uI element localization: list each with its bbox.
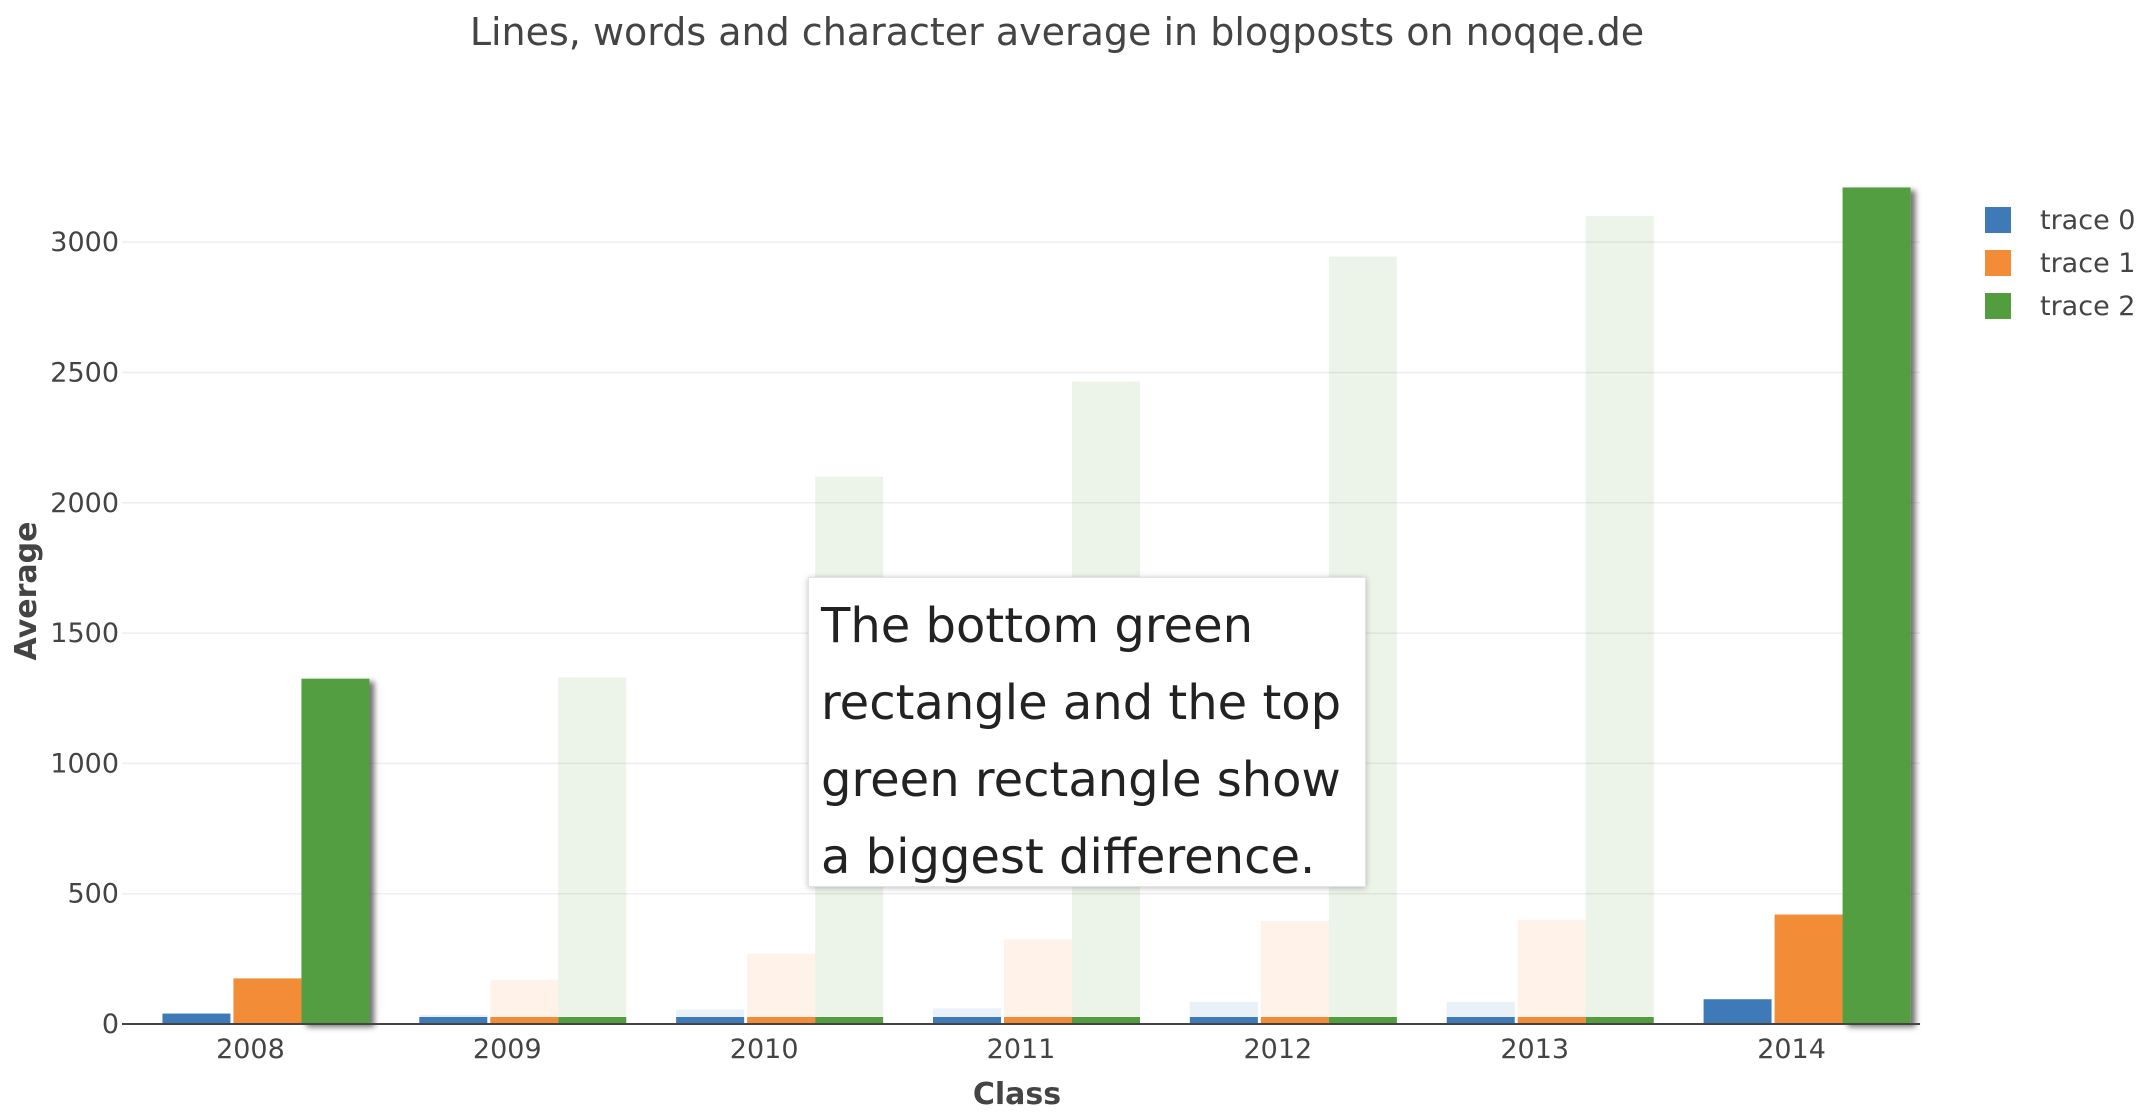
legend-swatch: [1985, 293, 2011, 319]
bar-base: [747, 1017, 816, 1024]
bar-base: [490, 1017, 559, 1024]
legend-swatch: [1985, 250, 2011, 276]
x-tick-label: 2011: [987, 1034, 1056, 1065]
y-tick-label: 1500: [50, 618, 119, 649]
y-axis-ticks: 0 500 1000 1500 2000 2500 3000: [50, 227, 119, 1040]
y-tick-label: 2500: [50, 357, 119, 388]
bar-faded: [490, 979, 559, 1024]
bar-trace-0-2011: [933, 1008, 1001, 1024]
bar-trace-1-2010: [747, 953, 816, 1024]
bar-faded: [1004, 939, 1072, 1024]
bars: [162, 187, 1911, 1025]
bar-trace-1-2008: [233, 978, 302, 1024]
bar-base: [815, 1017, 884, 1024]
annotation-box: The bottom green rectangle and the top g…: [808, 577, 1366, 887]
bar-base: [1517, 1017, 1586, 1024]
bar-trace-1-2012: [1260, 921, 1329, 1024]
bar-trace-0-2010: [676, 1009, 745, 1024]
legend: trace 0 trace 1 trace 2: [1985, 205, 2135, 322]
legend-item-trace-0[interactable]: trace 0: [1985, 205, 2135, 236]
bar: [162, 1013, 231, 1024]
bar-trace-1-2011: [1004, 939, 1072, 1024]
bar-trace-0-2013: [1446, 1001, 1515, 1024]
x-axis-ticks: 2008 2009 2010 2011 2012 2013 2014: [216, 1034, 1826, 1065]
bar: [233, 978, 302, 1024]
bar-trace-0-2009: [419, 1014, 488, 1024]
bar-base: [1072, 1017, 1140, 1024]
bar-base: [1328, 1017, 1397, 1024]
bar-trace-1-2013: [1517, 919, 1586, 1024]
bar-trace-0-2008: [162, 1013, 231, 1024]
y-tick-label: 2000: [50, 488, 119, 519]
y-tick-label: 500: [67, 879, 119, 910]
x-tick-label: 2014: [1757, 1034, 1826, 1065]
bar-base: [419, 1017, 488, 1024]
bar-highlighted: [1842, 187, 1911, 1025]
bar-faded: [1260, 921, 1329, 1024]
bar-base: [933, 1017, 1001, 1024]
legend-label: trace 1: [2040, 248, 2135, 279]
bar: [1703, 999, 1772, 1024]
bar-faded: [1517, 919, 1586, 1024]
bar-base: [1585, 1017, 1654, 1024]
chart-title: Lines, words and character average in bl…: [470, 10, 1644, 54]
x-tick-label: 2008: [216, 1034, 285, 1065]
bar-base: [1260, 1017, 1329, 1024]
bar-base: [1189, 1017, 1258, 1024]
x-tick-label: 2013: [1500, 1034, 1569, 1065]
bar-trace-1-2009: [490, 979, 559, 1024]
legend-swatch: [1985, 207, 2011, 233]
y-tick-label: 3000: [50, 227, 119, 258]
y-axis-title: Average: [9, 522, 44, 661]
y-tick-label: 0: [102, 1009, 119, 1040]
bar-faded: [747, 953, 816, 1024]
bar-base: [1446, 1017, 1515, 1024]
bar: [1774, 914, 1843, 1024]
bar-trace-2-2014: [1842, 187, 1911, 1025]
legend-item-trace-2[interactable]: trace 2: [1985, 291, 2135, 322]
bar-trace-2-2008: [301, 678, 370, 1024]
x-tick-label: 2010: [730, 1034, 799, 1065]
bar-base: [1004, 1017, 1072, 1024]
legend-label: trace 2: [2040, 291, 2135, 322]
bar-trace-2-2009: [558, 677, 627, 1024]
bar-trace-0-2014: [1703, 999, 1772, 1024]
legend-item-trace-1[interactable]: trace 1: [1985, 248, 2135, 279]
x-tick-label: 2012: [1243, 1034, 1312, 1065]
bar-trace-2-2013: [1585, 216, 1654, 1024]
bar-faded: [1585, 216, 1654, 1024]
legend-label: trace 0: [2040, 205, 2135, 236]
bar-highlighted: [301, 678, 370, 1024]
y-tick-label: 1000: [50, 748, 119, 779]
x-axis-title: Class: [973, 1077, 1061, 1112]
bar-trace-0-2012: [1189, 1001, 1258, 1024]
bar-base: [558, 1017, 627, 1024]
x-tick-label: 2009: [473, 1034, 542, 1065]
bar-trace-1-2014: [1774, 914, 1843, 1024]
bar-faded: [558, 677, 627, 1024]
bar-base: [676, 1017, 745, 1024]
